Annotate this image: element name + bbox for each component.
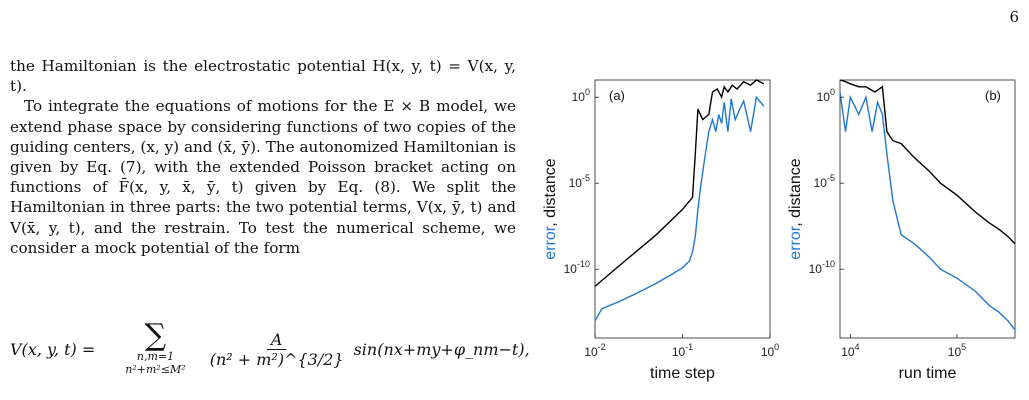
paragraph-1: the Hamiltonian is the electrostatic pot… (10, 57, 516, 96)
fraction-numerator: A (266, 330, 287, 350)
series-line-2-1 (839, 79, 1016, 245)
panel-label-2: (b) (985, 88, 1001, 103)
summation: ∑ n,m=1 n²+m²≤M² (125, 318, 186, 377)
x-tick-label-1-1: 10-2 (584, 342, 605, 359)
y-tick-label-2-2: 10-5 (814, 173, 835, 190)
sum-symbol: ∑ (144, 318, 167, 353)
series-line-2-2 (839, 91, 1016, 331)
y-tick-label-1-2: 10-5 (569, 173, 590, 190)
equation: V(x, y, t) = ∑ n,m=1 n²+m²≤M² A (n² + m²… (10, 318, 530, 377)
panel-label-1: (a) (609, 88, 625, 103)
x-tick-label-1-3: 100 (761, 342, 779, 359)
series-line-1-2 (594, 95, 765, 322)
paragraph-2: To integrate the equations of motions fo… (10, 97, 516, 257)
sum-lower-limit-1: n,m=1 (136, 350, 175, 363)
x-tick-label-1-2: 10-1 (672, 342, 693, 359)
y-tick-label-2-3: 10-10 (809, 259, 835, 276)
x-axis-label-2: run time (899, 365, 957, 382)
figure-charts: 10-2 10-1 100 100 10-5 10-10 (a) time step error… (542, 79, 1016, 382)
sum-lower-limit-2: n²+m²≤M² (125, 363, 186, 376)
x-axis-label-1: time step (650, 365, 715, 382)
y-tick-label-2-1: 100 (817, 87, 835, 104)
page-number: 6 (1009, 8, 1019, 26)
equation-rhs: sin(nx+my+φ_nm−t), (353, 339, 530, 359)
series-line-1-1 (594, 79, 765, 287)
equation-lhs: V(x, y, t) = (10, 339, 96, 359)
fraction: A (n² + m²)^{3/2} (206, 330, 348, 369)
y-axis-label-1: error, distance (542, 158, 559, 259)
x-tick-label-2-1: 104 (841, 342, 859, 359)
body-text: the Hamiltonian is the electrostatic pot… (10, 56, 516, 258)
y-tick-label-1-1: 100 (572, 87, 590, 104)
fraction-denominator: (n² + m²)^{3/2} (209, 349, 344, 369)
x-tick-label-2-2: 105 (948, 342, 966, 359)
y-axis-label-2: error, distance (787, 158, 804, 259)
y-tick-label-1-3: 10-10 (564, 259, 590, 276)
plot-frame-2 (839, 79, 1016, 339)
